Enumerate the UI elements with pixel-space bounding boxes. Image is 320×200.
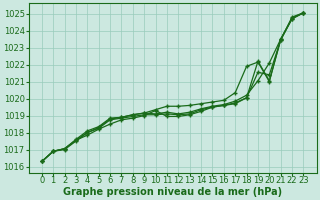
X-axis label: Graphe pression niveau de la mer (hPa): Graphe pression niveau de la mer (hPa): [63, 187, 282, 197]
